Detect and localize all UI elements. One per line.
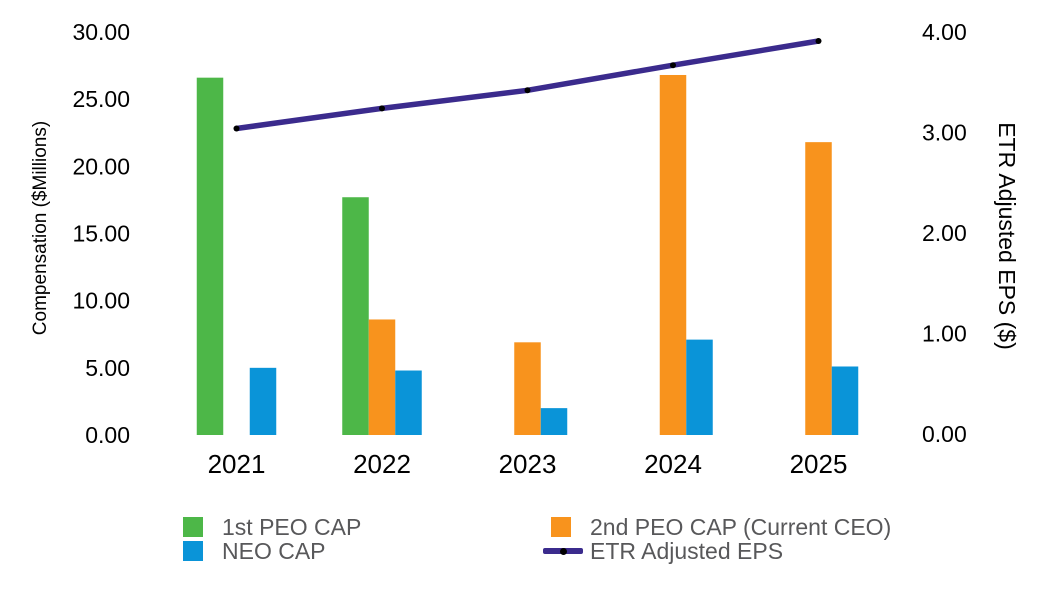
- bar-2nd-peo-cap-current-ceo-2025: [805, 142, 832, 435]
- bar-2nd-peo-cap-current-ceo-2023: [514, 342, 541, 435]
- right-axis-tick-label: 0.00: [922, 421, 967, 447]
- left-axis-tick-label: 20.00: [72, 153, 130, 179]
- bar-1st-peo-cap-2022: [342, 197, 369, 435]
- right-axis-title: ETR Adjusted EPS ($): [994, 122, 1020, 350]
- left-axis-tick-label: 15.00: [72, 221, 130, 247]
- bar-2nd-peo-cap-current-ceo-2022: [368, 319, 396, 435]
- bar-neo-cap-2024: [686, 339, 713, 435]
- left-axis-tick-label: 0.00: [85, 422, 130, 448]
- right-axis-tick-label: 1.00: [922, 321, 967, 347]
- left-axis-tick-label: 5.00: [85, 355, 130, 381]
- eps-line-marker-2023: [524, 87, 531, 94]
- bar-neo-cap-2021: [249, 367, 277, 435]
- bar-neo-cap-2023: [540, 408, 568, 435]
- x-axis-label-2021: 2021: [208, 449, 266, 479]
- left-axis-tick-label: 10.00: [72, 288, 130, 314]
- eps-line-marker-2025: [815, 38, 822, 44]
- bar-1st-peo-cap-2021: [196, 77, 224, 436]
- bar-2nd-peo-cap-current-ceo-2024: [659, 74, 687, 436]
- right-axis-tick-label: 4.00: [922, 19, 967, 45]
- x-axis-label-2022: 2022: [353, 449, 411, 479]
- left-axis-tick-label: 30.00: [72, 19, 130, 45]
- right-axis-tick-label: 3.00: [922, 120, 967, 146]
- eps-line-marker-2021: [233, 125, 240, 132]
- eps-line-marker-2024: [670, 62, 676, 69]
- left-axis-title: Compensation ($Millions): [30, 121, 51, 335]
- bar-neo-cap-2022: [395, 370, 422, 435]
- x-axis-label-2024: 2024: [644, 449, 702, 479]
- x-axis-label-2023: 2023: [499, 449, 557, 479]
- eps-line: [233, 38, 822, 132]
- x-axis-label-2025: 2025: [790, 449, 848, 479]
- eps-line-marker-2022: [379, 105, 385, 112]
- bar-neo-cap-2025: [831, 366, 859, 435]
- right-axis-tick-label: 2.00: [922, 220, 967, 246]
- left-axis-tick-label: 25.00: [72, 86, 130, 112]
